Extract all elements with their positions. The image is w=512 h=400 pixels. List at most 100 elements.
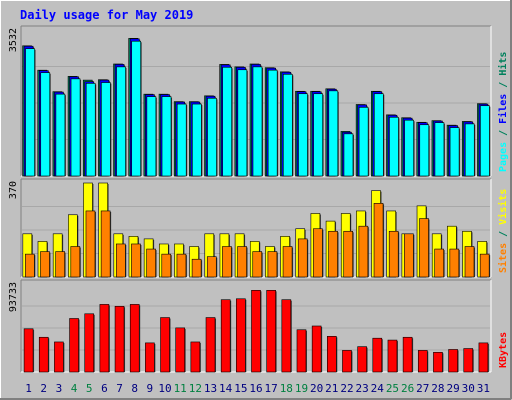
bar-sites-day-8 (131, 243, 141, 278)
bar-sites-day-5 (85, 210, 96, 278)
bar-sites-day-26 (404, 233, 414, 278)
chart-panels: 3532 Pages / Files / Hits 370 Sites / Visit… (8, 25, 509, 373)
day-label: 14 (219, 382, 233, 395)
bar-kbytes-day-6 (99, 304, 110, 373)
day-label: 31 (477, 382, 490, 395)
day-label: 20 (310, 382, 323, 395)
day-label: 27 (416, 382, 429, 395)
day-label: 11 (174, 382, 187, 395)
bar-kbytes-day-9 (145, 342, 155, 373)
bar-pages-day-12 (192, 103, 202, 177)
bar-pages-day-30 (464, 123, 475, 177)
day-label: 22 (340, 382, 353, 395)
legend-entry: Sites (497, 243, 509, 273)
bar-pages-day-17 (267, 69, 278, 177)
bar-sites-day-15 (237, 246, 247, 278)
legend-entry: Pages (498, 142, 509, 172)
day-label: 5 (86, 382, 93, 395)
bar-sites-day-20 (313, 228, 323, 278)
bar-pages-day-5 (85, 83, 96, 177)
bar-pages-day-10 (161, 96, 172, 177)
panel-top: 3532 Pages / Files / Hits (8, 25, 509, 177)
bar-pages-day-23 (358, 107, 369, 177)
day-label: 12 (189, 382, 202, 395)
bar-kbytes-day-4 (69, 318, 79, 373)
bar-kbytes-day-23 (357, 346, 367, 373)
legend-entry: Visits (497, 189, 509, 225)
bar-sites-day-21 (328, 230, 338, 278)
bar-kbytes-day-2 (38, 336, 49, 373)
day-label: 8 (131, 382, 138, 395)
legend-entry: / (498, 124, 509, 142)
legend-entry: / (498, 225, 509, 243)
bar-kbytes-day-11 (175, 327, 185, 373)
bar-pages-day-29 (449, 127, 460, 177)
bar-kbytes-day-26 (402, 336, 413, 373)
bar-pages-day-15 (237, 69, 248, 177)
panel-top-legend: Pages / Files / Hits (497, 52, 509, 172)
bar-pages-day-8 (131, 40, 142, 177)
day-label: 30 (462, 382, 475, 395)
bar-kbytes-day-28 (433, 351, 443, 373)
bar-sites-day-16 (252, 251, 263, 278)
bar-pages-day-26 (404, 119, 414, 177)
bar-pages-day-28 (434, 122, 445, 177)
bar-kbytes-day-5 (84, 313, 95, 373)
panel-middle: 370 Sites / Visits (8, 178, 509, 278)
panel-bottom: 93733 KBytes (8, 279, 509, 373)
bar-kbytes-day-14 (220, 299, 231, 373)
bar-pages-day-27 (419, 124, 430, 177)
day-label: 26 (401, 382, 414, 395)
bar-kbytes-day-8 (129, 304, 140, 373)
bar-sites-day-28 (434, 248, 444, 278)
bar-kbytes-day-16 (251, 290, 261, 373)
bar-sites-day-4 (70, 246, 81, 278)
bar-pages-day-6 (101, 82, 111, 177)
bar-pages-day-24 (373, 93, 384, 177)
bar-sites-day-14 (222, 246, 232, 278)
bar-pages-day-7 (116, 66, 126, 177)
bar-pages-day-4 (70, 78, 81, 177)
bar-kbytes-day-25 (387, 339, 398, 373)
bar-kbytes-day-1 (23, 328, 34, 373)
bar-pages-day-22 (343, 133, 354, 177)
day-label: 3 (56, 382, 63, 395)
bar-sites-day-25 (388, 230, 399, 278)
bar-pages-day-31 (480, 105, 490, 177)
panel-middle-legend: Sites / Visits (497, 189, 509, 273)
legend-entry: / (498, 76, 509, 94)
day-labels: 1 2 3 4 5 6 7 8 9 10 11 12 13 14 15 16 17 18 19 20 21 22 23 24 2… (25, 382, 490, 395)
bar-sites-day-24 (373, 203, 384, 278)
day-label: 16 (249, 382, 262, 395)
day-label: 6 (101, 382, 108, 395)
bar-kbytes-day-17 (266, 290, 276, 373)
bar-kbytes-day-30 (463, 348, 474, 373)
bar-kbytes-day-21 (327, 336, 337, 373)
day-label: 7 (116, 382, 123, 395)
bar-kbytes-day-31 (478, 342, 489, 373)
day-label: 24 (371, 382, 385, 395)
chart-title: Daily usage for May 2019 (20, 8, 193, 22)
panel-middle-ymax-label: 370 (8, 181, 19, 199)
bar-kbytes-day-24 (372, 337, 383, 373)
bar-kbytes-day-15 (236, 298, 246, 373)
bar-pages-day-18 (283, 74, 293, 177)
panel-top-ymax-label: 3532 (8, 28, 19, 52)
day-label: 10 (158, 382, 171, 395)
bar-sites-day-9 (146, 248, 156, 278)
bar-pages-day-9 (146, 96, 157, 177)
bar-kbytes-day-18 (281, 299, 292, 373)
day-label: 29 (446, 382, 459, 395)
bar-pages-day-20 (313, 93, 323, 177)
day-label: 21 (325, 382, 338, 395)
bar-kbytes-day-12 (190, 341, 201, 373)
bar-sites-day-2 (40, 251, 50, 278)
bar-sites-day-12 (191, 258, 202, 278)
bar-kbytes-day-7 (114, 305, 125, 373)
bar-sites-day-29 (449, 248, 460, 278)
bar-sites-day-13 (206, 256, 217, 278)
bar-pages-day-2 (40, 72, 51, 177)
day-label: 23 (356, 382, 369, 395)
day-label: 2 (40, 382, 47, 395)
